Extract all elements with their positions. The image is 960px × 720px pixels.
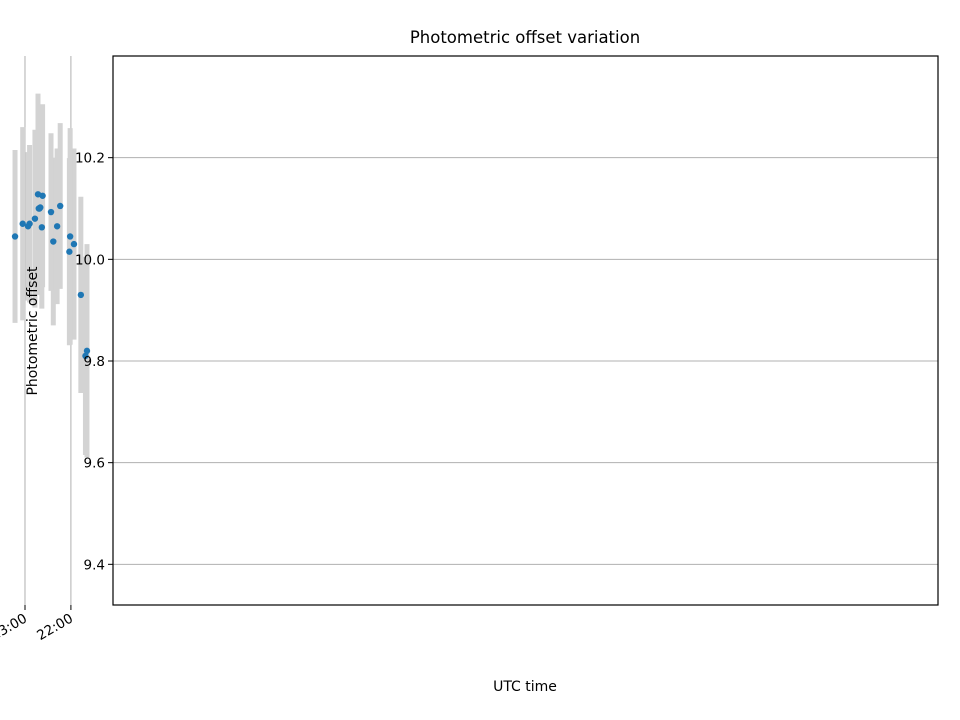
y-axis-ticks: 9.4 9.6 9.8 10.0 10.2 (75, 151, 113, 573)
data-point (53, 223, 61, 230)
data-point (50, 238, 57, 245)
plot-area-frame (112, 55, 939, 606)
chart-title: Photometric offset variation (410, 28, 640, 47)
data-point (24, 223, 32, 230)
y-tick-label: 10.0 (75, 252, 105, 268)
y-tick-label: 9.6 (84, 456, 105, 472)
y-tick-label: 9.8 (84, 354, 105, 370)
data-point (82, 352, 89, 360)
data-point (35, 205, 42, 212)
data-point (83, 347, 91, 355)
data-point (31, 215, 39, 222)
x-axis-label: UTC time (493, 679, 557, 695)
data-point (70, 240, 78, 248)
data-point (56, 202, 64, 210)
data-point (77, 291, 85, 299)
data-point (11, 233, 19, 240)
data-point (38, 224, 46, 231)
y-tick-label: 10.2 (75, 151, 105, 167)
y-tick-label: 9.4 (84, 557, 105, 573)
data-point (34, 191, 42, 198)
data-points (11, 191, 91, 360)
y-axis-label: Photometric offset (25, 266, 41, 396)
data-point (66, 233, 74, 240)
data-point (66, 248, 73, 255)
data-point (47, 208, 55, 216)
data-point (19, 220, 26, 227)
